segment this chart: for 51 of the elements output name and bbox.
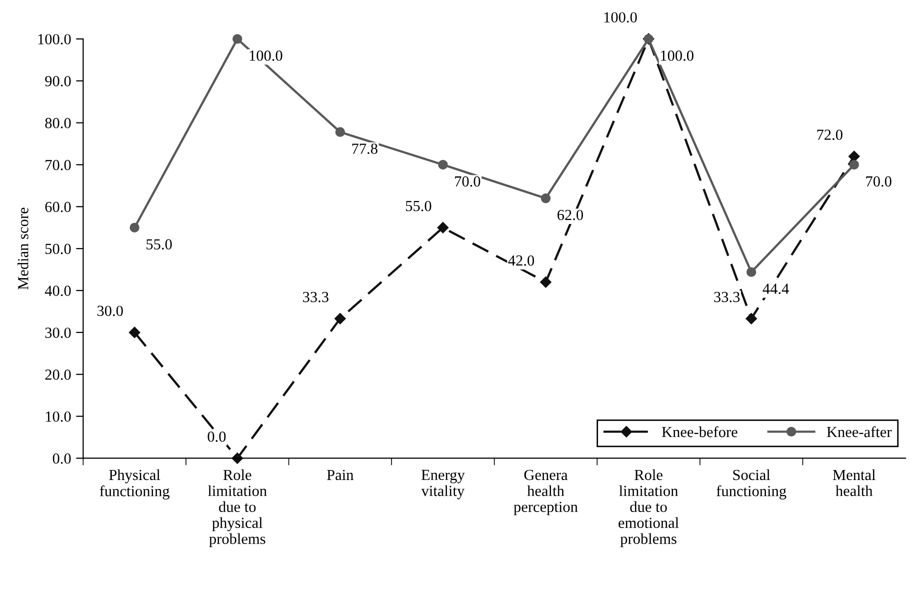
point (540, 193, 551, 204)
data-label: 33.3 (714, 292, 740, 302)
x-tick-label: Social functioning (716, 469, 786, 500)
point (438, 160, 448, 170)
y-tick-label: 30.0 (45, 328, 71, 338)
point (746, 267, 756, 277)
point (335, 127, 346, 137)
data-label: 55.0 (406, 200, 432, 212)
data-label: 100.0 (250, 50, 282, 61)
y-tick-label: 100.0 (38, 34, 71, 44)
y-tick-label: 80.0 (45, 118, 71, 128)
point (128, 326, 140, 338)
y-tick-label: 70.0 (46, 160, 71, 170)
x-tick-label: Genera health perception (514, 470, 578, 516)
data-label: 30.0 (97, 306, 123, 316)
legend-label: Knee-after (826, 426, 892, 438)
x-tick-label: Mental health (832, 469, 876, 496)
point (437, 222, 449, 234)
data-label: 77.8 (352, 144, 378, 154)
y-axis-title: Median score (18, 208, 28, 290)
point (334, 313, 346, 324)
data-label: 55.0 (146, 239, 172, 250)
data-label: 100.0 (660, 50, 694, 61)
y-tick-label: 50.0 (46, 244, 71, 254)
data-label: 72.0 (817, 130, 842, 140)
data-label: 70.0 (455, 176, 480, 187)
y-tick-label: 10.0 (46, 411, 71, 422)
data-label: 70.0 (866, 176, 892, 187)
y-tick-label: 20.0 (45, 370, 71, 380)
x-tick-label: Physical functioning (100, 469, 170, 500)
data-label: 33.3 (303, 292, 328, 302)
x-tick-label: Role limitation due to physical problems (208, 469, 267, 548)
point (848, 150, 860, 162)
y-tick-label: 40.0 (44, 286, 71, 296)
data-label: 0.0 (208, 431, 226, 442)
data-label: 100.0 (604, 12, 637, 23)
x-tick-label: Role limitation due to emotional problems (618, 469, 679, 548)
x-tick-label: Pain (327, 470, 354, 480)
point (849, 160, 859, 170)
data-label: 62.0 (558, 210, 583, 220)
point (232, 34, 242, 44)
point (130, 222, 140, 232)
data-label: 44.4 (762, 284, 789, 294)
legend-label: Knee-before (662, 426, 738, 438)
y-tick-label: 90.0 (45, 76, 71, 86)
y-tick-label: 0.0 (52, 453, 71, 464)
y-tick-label: 60.0 (45, 202, 71, 212)
point (746, 313, 757, 324)
data-label: 42.0 (508, 255, 534, 266)
x-tick-label: Energy vitality (421, 470, 465, 500)
point (540, 276, 552, 288)
